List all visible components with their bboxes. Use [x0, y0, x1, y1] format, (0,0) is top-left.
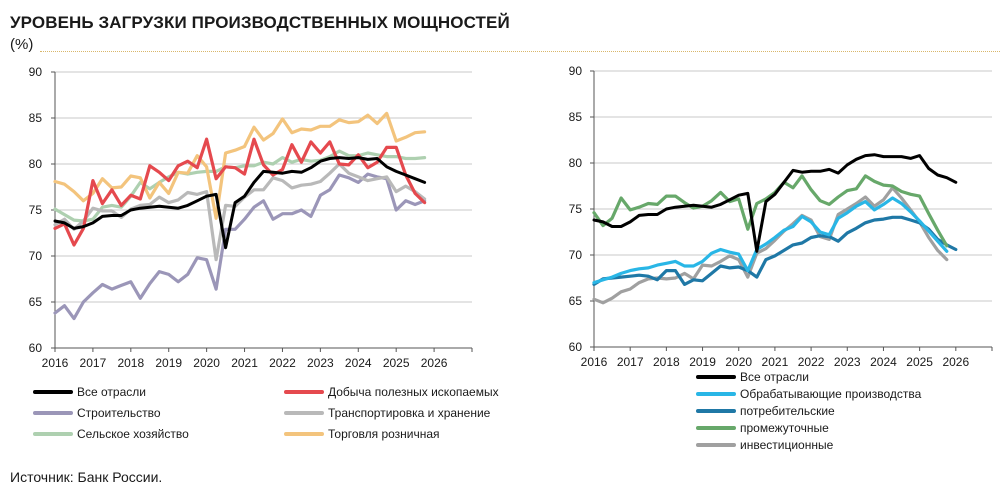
- legend-label: Обрабатывающие производства: [740, 387, 922, 401]
- series-line-0: [592, 153, 958, 253]
- series-line-3: [53, 162, 427, 262]
- series-line-3: [592, 174, 949, 248]
- legend-swatch: [696, 392, 736, 396]
- x-tick-label: 2020: [725, 355, 752, 369]
- legend-swatch: [33, 390, 73, 394]
- x-tick-label: 2022: [269, 356, 296, 370]
- legend-item: Обрабатывающие производства: [696, 387, 921, 401]
- y-tick-label: 90: [569, 64, 583, 78]
- legend-swatch: [33, 432, 73, 436]
- x-tick-label: 2017: [617, 355, 644, 369]
- legend-label: потребительские: [740, 404, 835, 418]
- legend-item: Все отрасли: [33, 385, 146, 399]
- x-tick-label: 2020: [193, 356, 220, 370]
- chart-left: 60 65 70 75 80 85 90 2016 2017 2018 2019 2020 2021 20…: [29, 65, 473, 370]
- y-tick-label: 75: [29, 203, 43, 217]
- legend-label: Сельское хозяйство: [77, 427, 189, 441]
- legend-swatch: [696, 426, 736, 430]
- series-line-2: [53, 172, 427, 321]
- series-line-2: [592, 215, 958, 286]
- series-line-5: [53, 111, 427, 220]
- x-tick-label: 2026: [942, 355, 969, 369]
- y-tick-label: 70: [29, 249, 43, 263]
- legend-label: Торговля розничная: [328, 427, 440, 441]
- y-tick-label: 60: [29, 341, 43, 355]
- legend-item: инвестиционные: [696, 438, 833, 452]
- x-tick-label: 2021: [762, 355, 789, 369]
- source-note: Источник: Банк России.: [10, 469, 163, 485]
- y-tick-label: 85: [569, 110, 583, 124]
- x-tick-label: 2019: [155, 356, 182, 370]
- legend-item: Все отрасли: [696, 370, 809, 384]
- y-tick-label: 75: [569, 202, 583, 216]
- legend-swatch: [284, 411, 324, 415]
- series-line-1: [53, 137, 427, 247]
- legend-label: Все отрасли: [77, 385, 146, 399]
- x-tick-label: 2016: [581, 355, 608, 369]
- y-tick-label: 85: [29, 111, 43, 125]
- y-tick-label: 65: [569, 294, 583, 308]
- series-line-0: [53, 156, 427, 250]
- header-divider: [40, 51, 1000, 52]
- x-tick-label: 2023: [834, 355, 861, 369]
- legend-item: промежуточные: [696, 421, 829, 435]
- x-tick-label: 2017: [80, 356, 107, 370]
- legend-item: потребительские: [696, 404, 835, 418]
- legend-label: инвестиционные: [740, 438, 834, 452]
- legend-label: промежуточные: [740, 421, 829, 435]
- y-tick-label: 65: [29, 295, 43, 309]
- legend-label: Все отрасли: [740, 370, 809, 384]
- y-tick-label: 80: [29, 157, 43, 171]
- y-tick-label: 80: [569, 156, 583, 170]
- legend-swatch: [284, 432, 324, 436]
- x-tick-label: 2025: [383, 356, 410, 370]
- x-tick-label: 2024: [870, 355, 897, 369]
- x-tick-label: 2026: [421, 356, 448, 370]
- legend-item: Транспортировка и хранение: [284, 406, 490, 420]
- legend-item: Строительство: [33, 406, 161, 420]
- legend-swatch: [696, 409, 736, 413]
- y-tick-label: 90: [29, 65, 43, 79]
- chart-right: 60 65 70 75 80 85 90 2016 2017 2018 2019 2020 2021 20…: [569, 64, 993, 369]
- legend-swatch: [33, 411, 73, 415]
- y-tick-label: 70: [569, 248, 583, 262]
- series-line-4: [53, 149, 427, 223]
- x-tick-label: 2019: [689, 355, 716, 369]
- series-line-1: [592, 196, 949, 285]
- legend-item: Добыча полезных ископаемых: [284, 385, 499, 399]
- x-tick-label: 2025: [906, 355, 933, 369]
- page-title: УРОВЕНЬ ЗАГРУЗКИ ПРОИЗВОДСТВЕННЫХ МОЩНОС…: [10, 13, 510, 32]
- y-tick-label: 60: [569, 340, 583, 354]
- x-tick-label: 2023: [307, 356, 334, 370]
- x-tick-label: 2021: [231, 356, 258, 370]
- legend-swatch: [696, 443, 736, 447]
- x-tick-label: 2018: [653, 355, 680, 369]
- x-tick-label: 2022: [798, 355, 825, 369]
- legend-swatch: [696, 375, 736, 379]
- legend-label: Добыча полезных ископаемых: [328, 385, 499, 399]
- x-tick-label: 2016: [42, 356, 69, 370]
- x-tick-label: 2018: [117, 356, 144, 370]
- legend-swatch: [284, 390, 324, 394]
- legend-item: Торговля розничная: [284, 427, 440, 441]
- x-tick-label: 2024: [345, 356, 372, 370]
- unit-label: (%): [10, 36, 34, 53]
- legend-label: Транспортировка и хранение: [328, 406, 491, 420]
- legend-item: Сельское хозяйство: [33, 427, 189, 441]
- legend-label: Строительство: [77, 406, 161, 420]
